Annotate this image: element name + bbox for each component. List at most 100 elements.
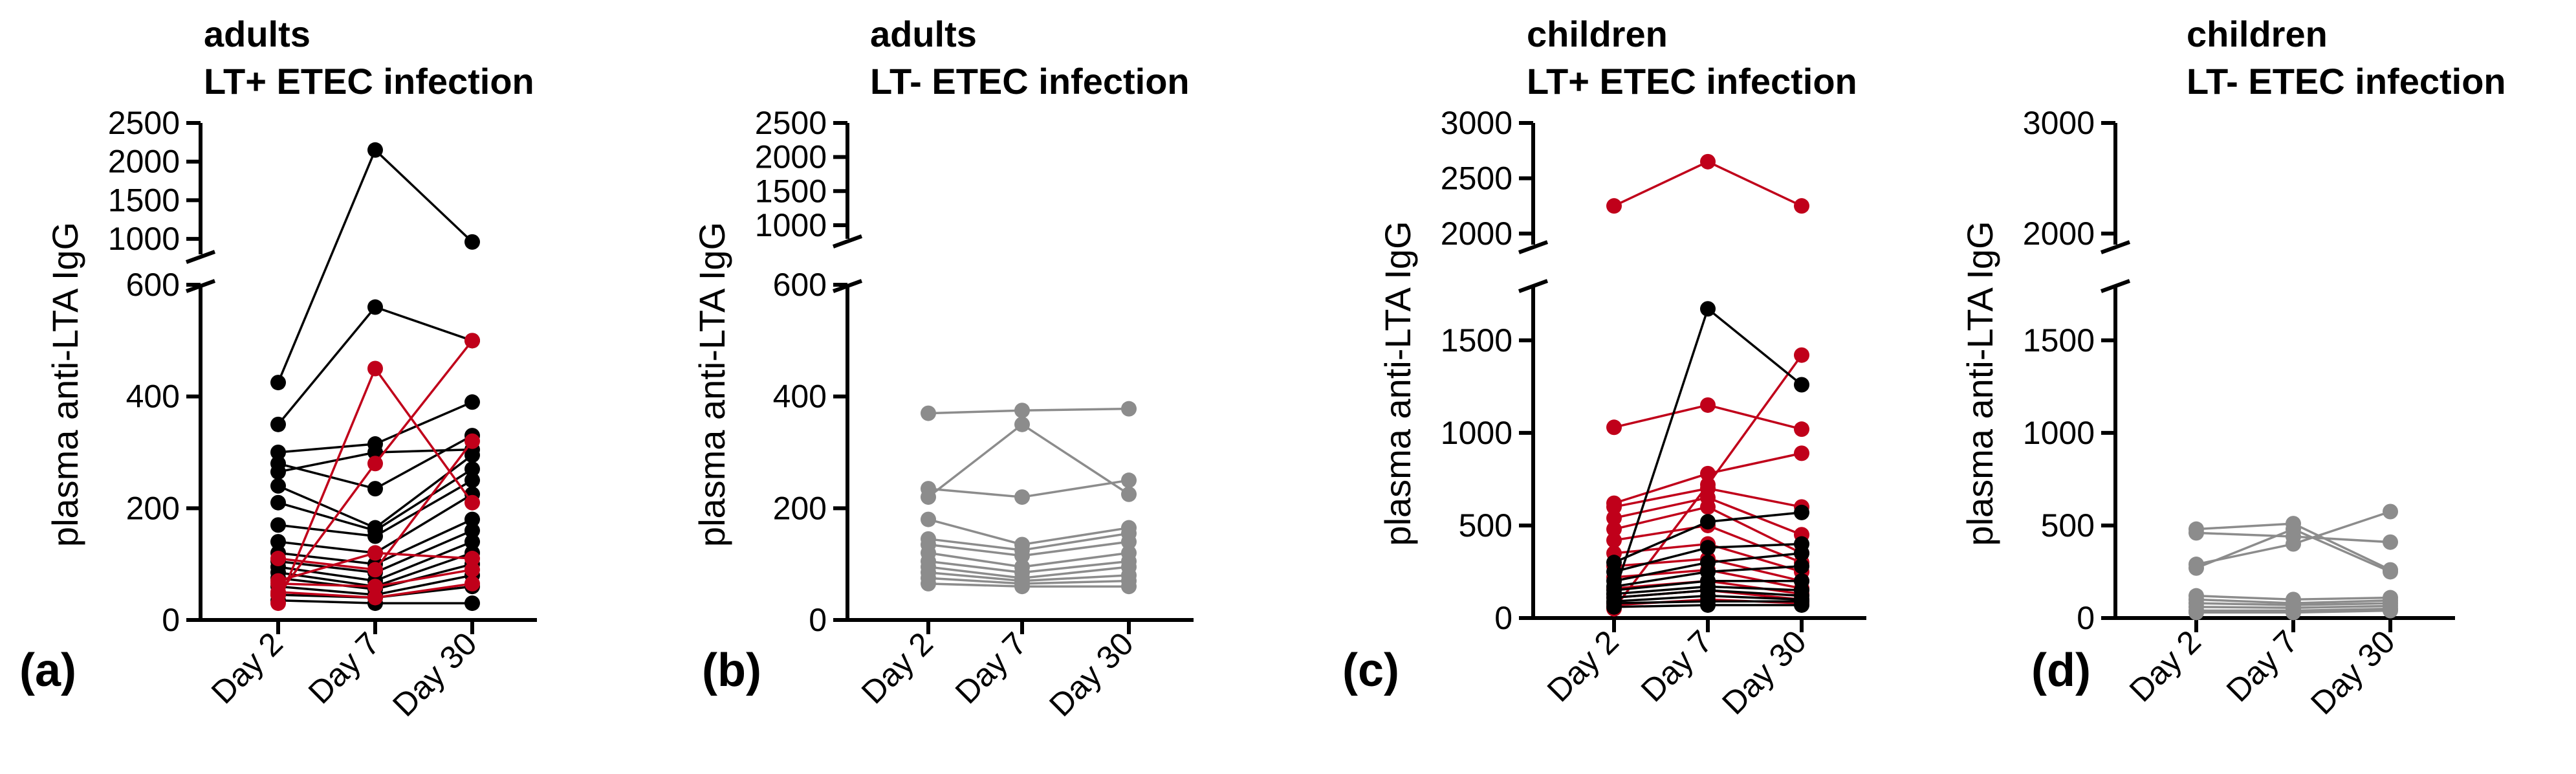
data-point-day-7: [367, 445, 383, 460]
y-tick-label: 200: [126, 490, 180, 526]
data-point-day-30: [464, 562, 480, 578]
data-point-day-2: [1606, 499, 1622, 515]
series-25: [1606, 597, 1809, 615]
data-point-day-2: [921, 575, 936, 592]
chart-title-line2: LT- ETEC infection: [2187, 61, 2506, 102]
series-12: [921, 575, 1137, 595]
chart-title-line1: adults: [870, 14, 977, 54]
data-point-day-2: [270, 375, 286, 391]
data-point-day-7: [1014, 489, 1030, 505]
data-point-day-30: [2383, 534, 2398, 550]
data-point-day-7: [2286, 604, 2301, 621]
data-point-day-2: [921, 511, 936, 527]
axis-break-mark: [1518, 240, 1549, 254]
data-point-day-2: [270, 584, 286, 600]
series-4: [2189, 521, 2398, 580]
data-point-day-7: [1014, 403, 1030, 419]
data-point-day-30: [464, 234, 480, 250]
series-18: [270, 360, 480, 612]
data-point-day-30: [464, 433, 480, 449]
data-point-day-7: [367, 142, 383, 158]
chart-title-line1: children: [1527, 14, 1668, 54]
data-point-day-30: [1794, 198, 1809, 214]
data-point-day-30: [464, 447, 480, 463]
data-point-day-7: [367, 545, 383, 561]
y-tick-label: 400: [126, 379, 180, 415]
data-point-day-2: [270, 534, 286, 550]
data-point-day-7: [1700, 540, 1716, 556]
data-point-day-30: [1121, 579, 1137, 595]
series-1: [921, 401, 1137, 421]
data-point-day-30: [1794, 558, 1809, 574]
data-point-day-7: [1700, 514, 1716, 530]
axis-break-mark: [2100, 240, 2131, 254]
data-point-day-2: [270, 478, 286, 494]
y-tick-label: 500: [2041, 507, 2095, 544]
panel-label: (b): [702, 645, 761, 696]
data-point-day-30: [464, 575, 480, 592]
data-point-day-7: [1700, 499, 1716, 515]
y-tick-label: 2000: [755, 139, 827, 175]
data-point-day-2: [1606, 198, 1622, 214]
series-20: [270, 433, 480, 578]
data-point-day-30: [464, 551, 480, 567]
series-1: [1606, 153, 1809, 214]
y-tick-label: 2500: [1441, 160, 1512, 196]
series-16: [1606, 504, 1809, 571]
data-point-day-30: [464, 595, 480, 612]
axis-break-mark: [832, 234, 863, 249]
series-1: [270, 142, 480, 391]
chart-title-line2: LT+ ETEC infection: [1527, 61, 1857, 102]
data-point-day-2: [1606, 521, 1622, 537]
y-tick-label: 1000: [2023, 415, 2095, 451]
y-tick-label: 2000: [1441, 216, 1512, 252]
data-point-day-2: [270, 551, 286, 567]
chart-title-line2: LT+ ETEC infection: [204, 61, 534, 102]
y-tick-label: 1500: [755, 173, 827, 209]
data-point-day-30: [464, 511, 480, 527]
data-point-day-30: [464, 394, 480, 410]
data-point-day-30: [1794, 597, 1809, 613]
data-point-day-7: [367, 579, 383, 595]
data-point-day-7: [1700, 597, 1716, 613]
y-tick-label: 0: [809, 602, 827, 638]
data-point-day-30: [1794, 377, 1809, 393]
data-point-day-2: [921, 489, 936, 505]
data-point-day-7: [367, 590, 383, 606]
data-point-day-7: [1700, 301, 1716, 317]
chart-title-line1: children: [2187, 14, 2328, 54]
data-point-day-2: [2189, 560, 2204, 576]
y-tick-label: 1000: [1441, 415, 1512, 451]
data-point-day-2: [1606, 599, 1622, 615]
data-point-day-7: [367, 528, 383, 544]
data-point-day-7: [1700, 477, 1716, 492]
data-point-day-30: [464, 472, 480, 489]
data-point-day-7: [367, 481, 383, 497]
data-point-day-7: [2286, 521, 2301, 537]
data-point-day-30: [1794, 445, 1809, 461]
data-point-day-2: [2189, 525, 2204, 541]
data-point-day-30: [1794, 421, 1809, 437]
data-point-day-30: [1794, 545, 1809, 561]
data-point-day-7: [1014, 416, 1030, 432]
data-point-day-2: [1606, 510, 1622, 526]
y-axis-label: plasma anti-LTA IgG: [692, 222, 732, 547]
data-point-day-30: [2383, 603, 2398, 619]
data-point-day-2: [270, 464, 286, 480]
axis-break-mark: [1518, 279, 1549, 293]
y-tick-label: 200: [773, 490, 827, 526]
y-tick-label: 2500: [755, 105, 827, 141]
y-tick-label: 3000: [2023, 105, 2095, 141]
data-point-day-30: [2383, 503, 2398, 520]
data-point-day-30: [1794, 347, 1809, 363]
series-2: [921, 472, 1137, 505]
data-point-day-7: [367, 299, 383, 315]
data-point-day-7: [1014, 579, 1030, 595]
axis-break-mark: [185, 250, 216, 264]
data-point-day-7: [2286, 536, 2301, 552]
axis-break-mark: [2100, 279, 2131, 293]
y-tick-label: 1500: [2023, 322, 2095, 359]
y-tick-label: 500: [1459, 507, 1512, 544]
chart-title-line2: LT- ETEC infection: [870, 61, 1190, 102]
